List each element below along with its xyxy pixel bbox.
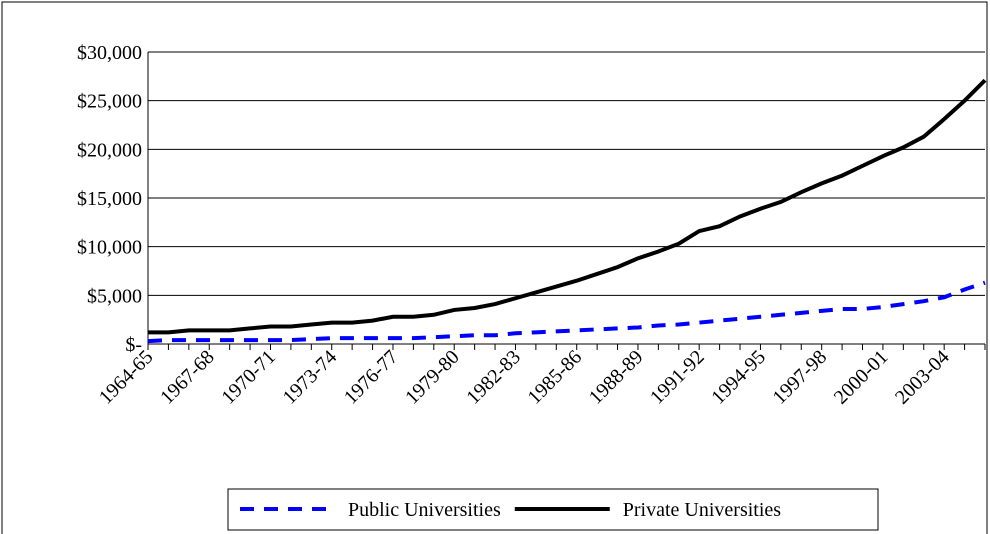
y-tick-label: $30,000 bbox=[77, 42, 142, 64]
x-tick-label: 2003-04 bbox=[891, 346, 954, 409]
x-tick-label: 1976-77 bbox=[340, 346, 403, 409]
legend-label: Public Universities bbox=[348, 499, 501, 521]
data-line bbox=[148, 78, 987, 335]
data-line bbox=[147, 280, 986, 344]
x-tick-label: 1970-71 bbox=[217, 346, 280, 409]
legend-label: Private Universities bbox=[623, 499, 782, 521]
x-tick-label: 1988-89 bbox=[585, 346, 648, 409]
x-tick-label: 1982-83 bbox=[462, 346, 525, 409]
x-tick-label: 1997-98 bbox=[769, 346, 832, 409]
x-tick-label: 2000-01 bbox=[830, 346, 893, 409]
y-tick-label: $- bbox=[125, 334, 142, 356]
x-tick-label: 1994-95 bbox=[707, 346, 770, 409]
x-tick-label: 1991-92 bbox=[646, 346, 709, 409]
y-tick-label: $10,000 bbox=[77, 237, 142, 259]
y-tick-label: $20,000 bbox=[77, 139, 142, 161]
x-tick-label: 1985-86 bbox=[524, 346, 587, 409]
x-tick-label: 1979-80 bbox=[401, 346, 464, 409]
y-tick-label: $25,000 bbox=[77, 91, 142, 113]
x-tick-label: 1973-74 bbox=[279, 346, 342, 409]
legend: Public Universities Private Universities bbox=[227, 488, 879, 531]
x-tick-label: 1967-68 bbox=[156, 346, 219, 409]
y-tick-label: $5,000 bbox=[87, 285, 142, 307]
y-tick-label: $15,000 bbox=[77, 188, 142, 210]
